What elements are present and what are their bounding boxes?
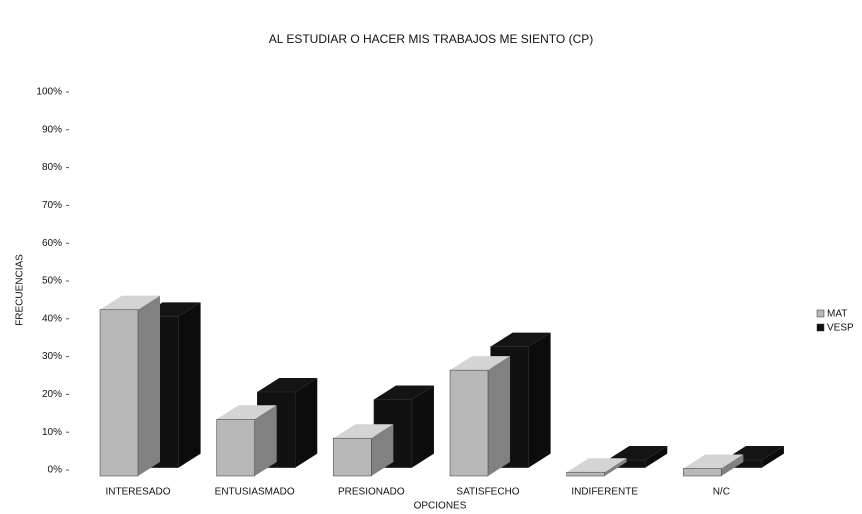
bar bbox=[449, 369, 489, 477]
chart-title: AL ESTUDIAR O HACER MIS TRABAJOS ME SIEN… bbox=[269, 32, 594, 46]
y-tick-label: 10% bbox=[42, 427, 62, 438]
legend-swatch bbox=[816, 309, 825, 318]
bar-side bbox=[254, 405, 277, 476]
y-tick-label: 30% bbox=[42, 351, 62, 362]
bar bbox=[99, 309, 139, 477]
bar-side bbox=[411, 385, 434, 468]
bar bbox=[216, 419, 255, 477]
x-tick-label: INTERESADO bbox=[105, 487, 170, 498]
bar-top bbox=[683, 454, 744, 469]
bar-top bbox=[333, 424, 394, 439]
bar-side bbox=[761, 446, 784, 468]
bar-side bbox=[721, 454, 744, 476]
y-tick-label: 60% bbox=[42, 238, 62, 249]
x-tick-label: ENTUSIASMADO bbox=[215, 487, 295, 498]
bar-side bbox=[528, 332, 551, 468]
bar-top bbox=[257, 378, 318, 392]
bar-side bbox=[371, 424, 394, 476]
bar-top bbox=[490, 332, 551, 347]
x-tick-label: N/C bbox=[713, 487, 730, 498]
x-tick-label: INDIFERENTE bbox=[571, 487, 638, 498]
y-tick-label: 70% bbox=[42, 200, 62, 211]
y-tick-label: 20% bbox=[42, 389, 62, 400]
bar-side bbox=[295, 378, 318, 468]
legend-label: VESP bbox=[827, 323, 854, 334]
bar-side bbox=[604, 458, 627, 476]
y-tick-label: 100% bbox=[36, 87, 62, 98]
bar-top bbox=[607, 446, 668, 461]
bar-top bbox=[450, 356, 510, 371]
bar-top bbox=[100, 295, 160, 310]
y-tick-label: 0% bbox=[48, 465, 63, 476]
bar-side bbox=[178, 302, 201, 468]
y-axis-title: FRECUENCIAS bbox=[15, 254, 26, 326]
bar-side bbox=[645, 446, 668, 468]
y-tick-label: 40% bbox=[42, 313, 62, 324]
bar bbox=[333, 437, 372, 477]
y-tick-label: 80% bbox=[42, 162, 62, 173]
bar-top bbox=[373, 385, 434, 400]
legend-label: MAT bbox=[827, 309, 847, 320]
bar-top bbox=[566, 458, 627, 473]
y-tick-label: 90% bbox=[42, 124, 62, 135]
bar-side bbox=[488, 356, 510, 476]
x-tick-label: SATISFECHO bbox=[456, 487, 519, 498]
x-tick-label: PRESIONADO bbox=[338, 487, 405, 498]
x-axis-title: OPCIONES bbox=[414, 501, 467, 512]
y-tick-label: 50% bbox=[42, 276, 62, 287]
bar-top bbox=[216, 405, 277, 420]
bar-side bbox=[138, 295, 160, 476]
bar bbox=[566, 471, 605, 477]
bar bbox=[683, 468, 722, 477]
legend-swatch bbox=[816, 323, 825, 332]
